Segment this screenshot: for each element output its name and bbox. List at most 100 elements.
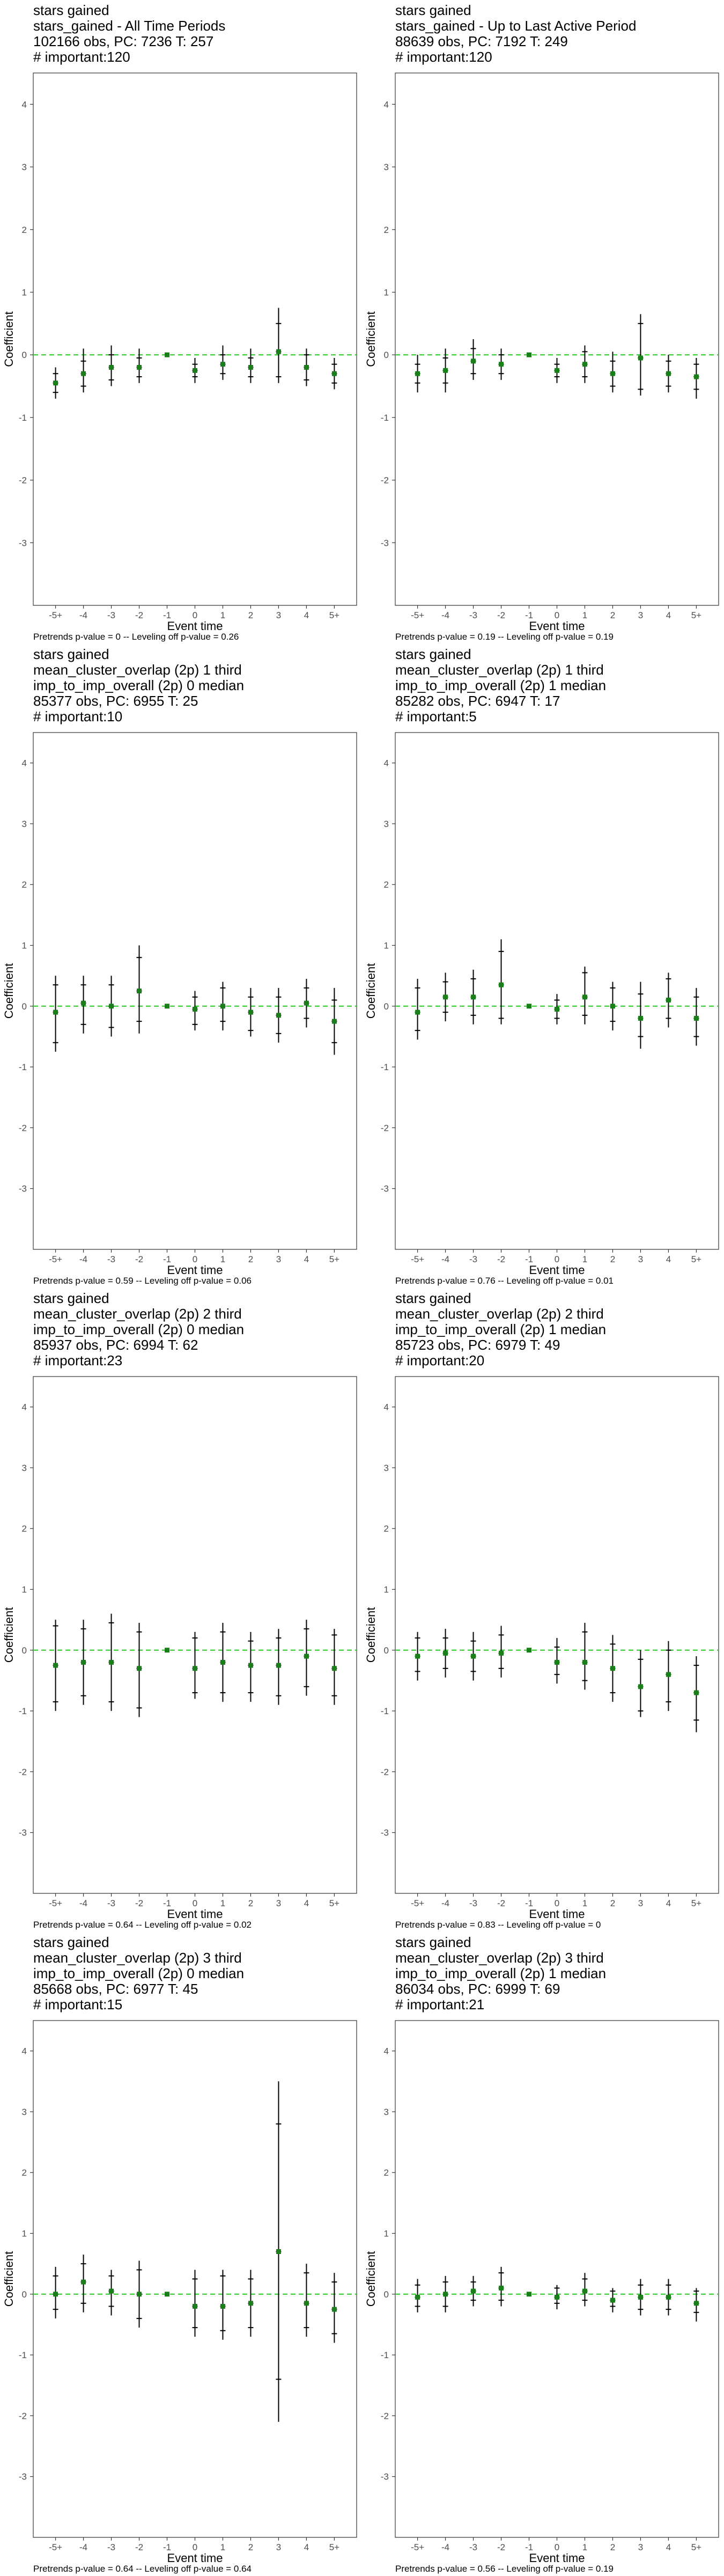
p-value-footnote: Pretrends p-value = 0.64 -- Leveling off… — [33, 2564, 252, 2574]
estimate-point — [415, 1653, 420, 1659]
estimate-point — [137, 1666, 142, 1671]
y-tick-label: -3 — [381, 538, 389, 548]
y-tick-label: -1 — [381, 2350, 389, 2360]
x-tick-label: 5+ — [329, 610, 339, 620]
p-value-footnote: Pretrends p-value = 0.64 -- Leveling off… — [33, 1920, 252, 1930]
estimate-point — [499, 982, 504, 987]
estimate-point — [137, 365, 142, 370]
y-tick-label: -2 — [381, 475, 389, 486]
x-tick-label: -4 — [79, 610, 87, 620]
y-tick-label: 4 — [22, 1402, 27, 1413]
x-tick-label: 4 — [304, 1898, 309, 1908]
y-tick-label: 4 — [22, 99, 27, 109]
x-tick-label: -3 — [469, 2542, 477, 2552]
chart-title-line: mean_cluster_overlap (2p) 2 third — [33, 1306, 242, 1322]
chart-title-line: stars_gained - All Time Periods — [33, 18, 225, 34]
y-axis-title: Coefficient — [364, 1607, 378, 1663]
x-tick-label: 2 — [610, 2542, 615, 2552]
x-axis-title: Event time — [167, 619, 223, 633]
estimate-point — [276, 1013, 281, 1018]
estimate-point — [582, 362, 587, 367]
estimate-point — [81, 371, 86, 376]
estimate-point — [693, 2301, 699, 2306]
x-tick-label: 4 — [666, 2542, 671, 2552]
estimate-point — [443, 368, 448, 373]
estimate-point — [582, 2288, 587, 2294]
x-tick-label: -4 — [441, 1898, 449, 1908]
plot-frame — [395, 72, 719, 606]
estimate-point — [81, 1000, 86, 1006]
estimate-point — [443, 994, 448, 1000]
y-tick-label: 0 — [384, 1645, 389, 1656]
y-tick-label: -1 — [19, 2350, 27, 2360]
y-tick-label: -2 — [381, 1767, 389, 1777]
x-tick-label: 4 — [304, 610, 309, 620]
x-tick-label: -4 — [79, 2542, 87, 2552]
x-axis-title: Event time — [529, 2551, 585, 2565]
x-tick-label: -4 — [441, 610, 449, 620]
estimate-point — [109, 1659, 114, 1665]
x-axis-title: Event time — [167, 1263, 223, 1277]
estimate-point — [248, 1009, 253, 1015]
x-tick-label: 5+ — [691, 610, 701, 620]
x-tick-label: -5+ — [411, 2542, 424, 2552]
estimate-point — [81, 1659, 86, 1665]
y-tick-label: -1 — [381, 1062, 389, 1072]
y-axis-title: Coefficient — [2, 2251, 16, 2307]
y-tick-label: -1 — [19, 1706, 27, 1716]
y-axis-title: Coefficient — [2, 963, 16, 1019]
x-tick-label: -2 — [497, 610, 505, 620]
y-tick-label: 1 — [384, 287, 389, 297]
y-tick-label: 2 — [22, 2168, 27, 2178]
y-tick-label: -3 — [19, 1184, 27, 1194]
y-tick-label: 1 — [384, 1585, 389, 1595]
x-tick-label: 2 — [610, 1898, 615, 1908]
x-tick-label: 0 — [193, 1254, 197, 1264]
estimate-point — [137, 989, 142, 993]
estimate-point — [109, 2288, 114, 2294]
x-tick-label: 0 — [555, 1254, 559, 1264]
x-tick-label: 4 — [304, 2542, 309, 2552]
x-tick-label: -1 — [525, 1898, 533, 1908]
estimate-point — [109, 1004, 114, 1009]
x-tick-label: -1 — [163, 2542, 171, 2552]
x-tick-label: 5+ — [329, 2542, 339, 2552]
y-tick-label: -2 — [19, 1767, 27, 1777]
estimate-point — [610, 1004, 615, 1009]
y-tick-label: 3 — [22, 2107, 27, 2117]
estimate-point — [276, 2249, 281, 2255]
chart-title-line: stars gained — [395, 646, 471, 662]
chart-title-line: imp_to_imp_overall (2p) 1 median — [395, 1965, 606, 1981]
y-tick-label: -1 — [381, 1706, 389, 1716]
x-tick-label: 1 — [582, 1254, 587, 1264]
estimate-point — [165, 1004, 170, 1009]
y-tick-label: -3 — [381, 2472, 389, 2482]
x-tick-label: 2 — [248, 1254, 253, 1264]
chart-title-line: stars gained — [33, 646, 109, 662]
x-tick-label: 3 — [638, 1254, 643, 1264]
estimate-point — [471, 2288, 476, 2294]
estimate-point — [165, 1648, 170, 1653]
estimate-point — [248, 1663, 253, 1668]
chart-title-line: 85723 obs, PC: 6979 T: 49 — [395, 1337, 560, 1353]
y-tick-label: -3 — [19, 2472, 27, 2482]
x-tick-label: 5+ — [691, 1254, 701, 1264]
x-tick-label: 1 — [582, 2542, 587, 2552]
y-tick-label: 3 — [22, 162, 27, 172]
y-tick-label: 4 — [22, 2046, 27, 2057]
y-axis-title: Coefficient — [2, 311, 16, 367]
y-tick-label: 4 — [22, 758, 27, 769]
chart-title-line: stars_gained - Up to Last Active Period — [395, 18, 636, 34]
x-tick-label: -4 — [79, 1898, 87, 1908]
x-axis-title: Event time — [167, 1907, 223, 1921]
y-tick-label: -1 — [19, 413, 27, 423]
y-tick-label: 0 — [384, 350, 389, 360]
estimate-point — [304, 1653, 309, 1659]
estimate-point — [527, 352, 532, 357]
x-tick-label: -5+ — [49, 1254, 62, 1264]
estimate-point — [471, 358, 476, 364]
